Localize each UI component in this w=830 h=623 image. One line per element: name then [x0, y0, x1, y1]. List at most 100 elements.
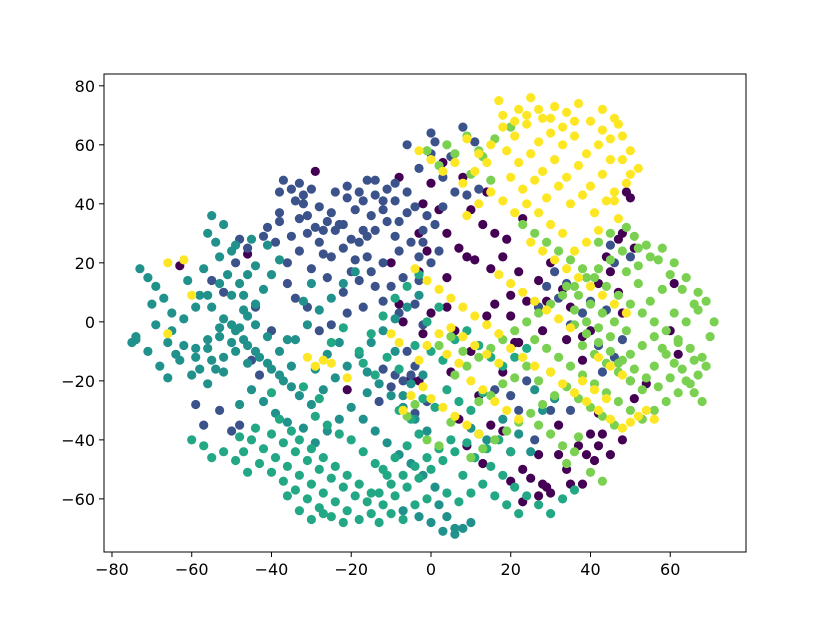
scatter-point: [462, 361, 472, 371]
scatter-point: [406, 370, 416, 380]
scatter-point: [406, 391, 416, 401]
scatter-point: [318, 488, 328, 498]
scatter-point: [601, 281, 612, 291]
scatter-point: [514, 104, 524, 114]
scatter-point: [609, 317, 620, 327]
scatter-point: [394, 246, 404, 256]
scatter-point: [530, 228, 540, 238]
scatter-point: [466, 488, 476, 498]
scatter-point: [597, 429, 608, 439]
scatter-point: [294, 214, 304, 224]
scatter-point: [609, 187, 620, 197]
scatter-point: [605, 450, 616, 460]
scatter-point: [250, 320, 261, 330]
scatter-point: [370, 370, 380, 380]
scatter-point: [326, 252, 336, 262]
scatter-point: [374, 396, 384, 407]
scatter-point: [362, 175, 372, 185]
scatter-point: [326, 473, 336, 483]
scatter-point: [657, 343, 667, 353]
scatter-point: [450, 447, 460, 457]
scatter-point: [621, 326, 632, 336]
scatter-point: [262, 358, 273, 368]
scatter-point: [438, 402, 448, 412]
scatter-point: [298, 296, 308, 306]
scatter-point: [342, 470, 352, 480]
scatter-point: [649, 332, 659, 342]
scatter-point: [326, 208, 336, 218]
scatter-point: [314, 305, 324, 315]
scatter-point: [350, 205, 360, 215]
scatter-point: [422, 426, 432, 436]
scatter-point: [306, 399, 316, 410]
scatter-point: [302, 455, 312, 466]
scatter-point: [569, 281, 580, 291]
scatter-point: [298, 199, 308, 209]
scatter-point: [550, 101, 560, 112]
scatter-point: [514, 414, 524, 424]
scatter-point: [593, 264, 604, 274]
scatter-point: [231, 346, 241, 356]
scatter-point: [554, 420, 564, 430]
scatter-point: [262, 222, 273, 232]
scatter-point: [522, 343, 532, 353]
scatter-point: [462, 134, 472, 144]
scatter-point: [135, 264, 145, 274]
scatter-point: [286, 184, 296, 194]
scatter-point: [282, 461, 292, 471]
scatter-point: [330, 187, 340, 197]
scatter-point: [430, 402, 440, 412]
scatter-point: [617, 246, 628, 256]
scatter-point: [203, 290, 213, 300]
scatter-point: [406, 379, 416, 389]
scatter-point: [605, 332, 616, 342]
scatter-point: [701, 296, 711, 306]
scatter-point: [709, 317, 719, 327]
scatter-point: [358, 302, 368, 312]
scatter-point: [390, 231, 400, 241]
scatter-point: [454, 396, 464, 407]
scatter-point: [621, 267, 632, 277]
scatter-point: [502, 405, 512, 415]
scatter-point: [278, 438, 288, 448]
scatter-point: [506, 343, 516, 353]
scatter-point: [438, 166, 448, 176]
scatter-point: [569, 447, 580, 457]
scatter-point: [581, 149, 592, 159]
scatter-point: [390, 453, 400, 463]
scatter-point: [246, 435, 257, 445]
scatter-point: [442, 349, 452, 359]
scatter-point: [605, 228, 616, 238]
scatter-point: [677, 364, 687, 374]
scatter-point: [378, 326, 388, 336]
scatter-point: [673, 349, 683, 359]
scatter-point: [334, 414, 344, 424]
plot-frame: [103, 73, 747, 553]
scatter-point: [239, 290, 249, 300]
scatter-point: [322, 216, 332, 227]
scatter-point: [346, 234, 356, 244]
scatter-point: [478, 219, 488, 230]
scatter-point: [370, 175, 380, 185]
scatter-point: [526, 149, 536, 159]
scatter-point: [518, 464, 528, 474]
scatter-point: [282, 258, 292, 268]
scatter-point: [510, 352, 520, 362]
scatter-point: [593, 140, 604, 150]
scatter-point: [318, 225, 328, 235]
scatter-point: [597, 308, 608, 318]
scatter-point: [326, 320, 336, 330]
scatter-point: [434, 246, 444, 256]
scatter-point: [593, 441, 604, 451]
scatter-point: [506, 172, 516, 182]
scatter-point: [673, 388, 683, 398]
scatter-point: [358, 358, 368, 368]
scatter-point: [657, 284, 667, 294]
scatter-point: [402, 346, 412, 356]
scatter-point: [298, 190, 308, 200]
scatter-point: [262, 332, 273, 342]
scatter-point: [418, 370, 428, 380]
scatter-point: [199, 264, 209, 274]
scatter-point: [426, 178, 436, 188]
